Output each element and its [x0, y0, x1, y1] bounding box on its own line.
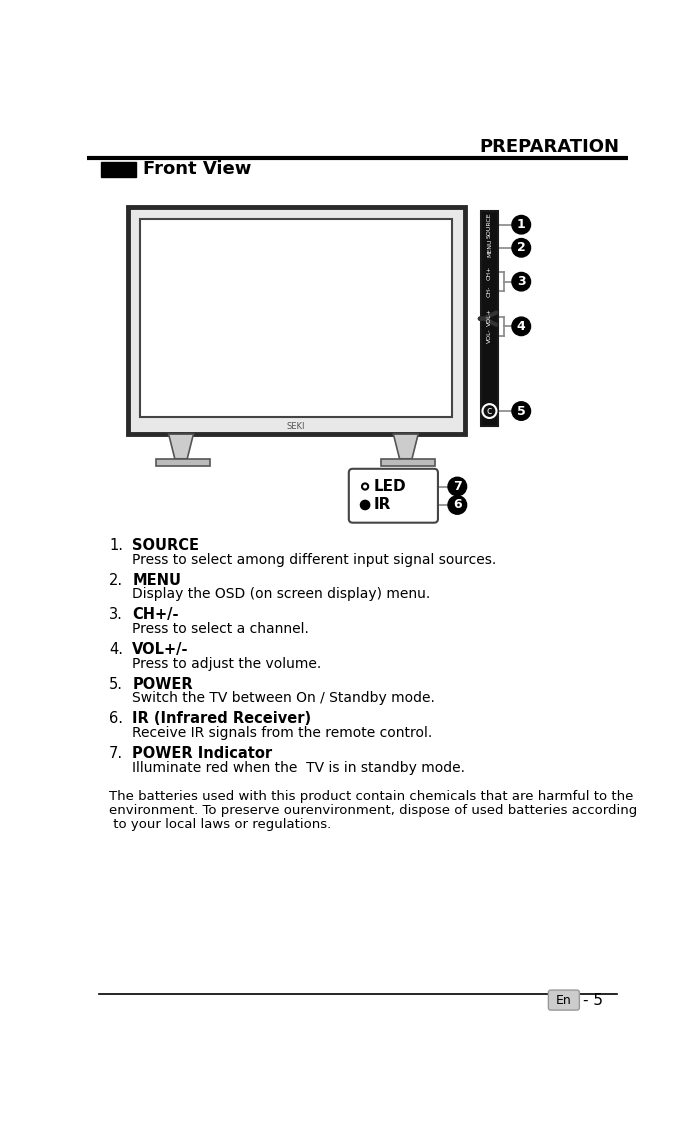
Circle shape: [512, 317, 530, 335]
Text: SEKI: SEKI: [287, 422, 305, 431]
Bar: [140, 219, 452, 418]
Text: 7.: 7.: [109, 746, 123, 761]
Text: Press to adjust the volume.: Press to adjust the volume.: [132, 657, 322, 671]
Text: SOURCE: SOURCE: [132, 539, 199, 553]
Circle shape: [512, 273, 530, 291]
Text: VOL-: VOL-: [487, 329, 492, 343]
Text: VOL+: VOL+: [487, 308, 492, 326]
Bar: [128, 207, 465, 434]
Polygon shape: [394, 434, 418, 459]
Text: 3.: 3.: [109, 607, 123, 622]
Text: 4.: 4.: [109, 642, 123, 657]
Text: Receive IR signals from the remote control.: Receive IR signals from the remote contr…: [132, 726, 433, 741]
Text: LED: LED: [373, 479, 406, 494]
Text: IR: IR: [373, 497, 391, 512]
Text: 5.: 5.: [109, 677, 123, 691]
Text: SOURCE: SOURCE: [487, 212, 492, 237]
FancyBboxPatch shape: [349, 469, 438, 523]
Text: 1: 1: [517, 218, 526, 232]
FancyBboxPatch shape: [549, 990, 579, 1010]
Text: Display the OSD (on screen display) menu.: Display the OSD (on screen display) menu…: [132, 588, 431, 601]
Text: Illuminate red when the  TV is in standby mode.: Illuminate red when the TV is in standby…: [132, 761, 465, 775]
Text: 5: 5: [517, 405, 526, 418]
Text: Switch the TV between On / Standby mode.: Switch the TV between On / Standby mode.: [132, 691, 435, 705]
Circle shape: [482, 404, 496, 418]
Text: 2.: 2.: [109, 573, 123, 588]
Text: 4: 4: [517, 319, 526, 333]
Text: IR (Infrared Receiver): IR (Infrared Receiver): [132, 711, 311, 727]
Text: 2: 2: [517, 241, 526, 254]
Bar: [101, 162, 136, 177]
Text: environment. To preserve ourenvironment, dispose of used batteries according: environment. To preserve ourenvironment,…: [109, 803, 637, 817]
Circle shape: [448, 495, 466, 515]
Text: c: c: [487, 406, 492, 416]
Text: POWER: POWER: [132, 677, 193, 691]
Bar: [156, 459, 211, 467]
Text: CH+/-: CH+/-: [132, 607, 179, 622]
Text: MENU: MENU: [487, 238, 492, 257]
Text: CH+: CH+: [487, 265, 492, 280]
Bar: [381, 459, 436, 467]
Text: 7: 7: [453, 480, 461, 493]
Text: The batteries used with this product contain chemicals that are harmful to the: The batteries used with this product con…: [109, 790, 633, 803]
Bar: [481, 211, 498, 427]
Circle shape: [448, 477, 466, 495]
Text: En: En: [556, 994, 572, 1006]
Text: VOL+/-: VOL+/-: [132, 642, 188, 657]
Text: Front View: Front View: [143, 160, 251, 178]
Text: Press to select among different input signal sources.: Press to select among different input si…: [132, 552, 496, 567]
Text: to your local laws or regulations.: to your local laws or regulations.: [109, 818, 331, 831]
Text: - 5: - 5: [584, 993, 603, 1008]
Circle shape: [360, 501, 370, 510]
Circle shape: [512, 238, 530, 257]
Circle shape: [362, 484, 368, 489]
Text: 3: 3: [517, 275, 526, 289]
Text: PREPARATION: PREPARATION: [479, 138, 619, 156]
Text: 1.: 1.: [109, 539, 123, 553]
Text: Press to select a channel.: Press to select a channel.: [132, 622, 309, 636]
Text: MENU: MENU: [132, 573, 181, 588]
Text: 6.: 6.: [109, 711, 123, 727]
Text: 6: 6: [453, 499, 461, 511]
Text: CH-: CH-: [487, 285, 492, 297]
Text: POWER Indicator: POWER Indicator: [132, 746, 272, 761]
Circle shape: [512, 402, 530, 420]
Circle shape: [512, 216, 530, 234]
Polygon shape: [169, 434, 193, 459]
